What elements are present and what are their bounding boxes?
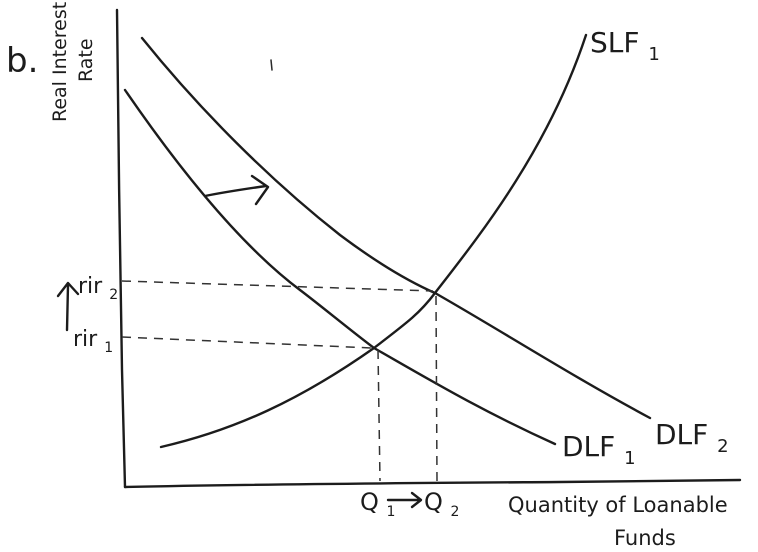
quantity-label-q1-main: Q (360, 488, 379, 516)
quantity-label-q1-sub: 1 (387, 504, 396, 520)
demand-curve-dlf1 (123, 88, 557, 446)
supply-curve-slf1 (159, 33, 588, 449)
pencil-mark (270, 59, 273, 71)
dashed-line-rir2 (121, 280, 434, 292)
x-axis-label-line2: Funds (614, 526, 676, 550)
x-axis (123, 478, 742, 489)
curve-label-dlf1-main: DLF (562, 430, 615, 463)
up-arrow-icon (56, 281, 80, 332)
quantity-shift-arrow-icon (386, 491, 423, 509)
rate-label-rir1-main: rir (73, 327, 98, 352)
curve-label-slf1-sub: 1 (648, 44, 659, 65)
curve-label-dlf2-sub: 2 (717, 436, 728, 457)
curve-label-dlf1-sub: 1 (624, 448, 635, 469)
curve-label-dlf1: DLF 1 (562, 430, 636, 469)
part-label: b. (6, 41, 38, 81)
quantity-label-q2-sub: 2 (451, 504, 460, 520)
dashed-line-q2 (435, 295, 438, 482)
curve-label-dlf2: DLF 2 (655, 418, 729, 457)
y-axis (115, 8, 127, 489)
rate-label-rir2-main: rir (78, 274, 103, 299)
rate-label-rir2: rir 2 (78, 274, 118, 303)
curve-label-dlf2-main: DLF (655, 418, 708, 451)
rate-label-rir1: rir 1 (73, 327, 113, 356)
quantity-label-q2: Q 2 (424, 488, 459, 520)
y-axis-label-line1: Real Interest (49, 2, 71, 122)
quantity-label-q2-main: Q (424, 488, 443, 516)
rate-label-rir1-sub: 1 (104, 340, 113, 356)
curve-label-slf1: SLF 1 (590, 26, 660, 65)
demand-curve-dlf2 (140, 36, 652, 420)
curve-label-slf1-main: SLF (590, 26, 639, 59)
x-axis-label-line1: Quantity of Loanable (508, 493, 728, 517)
y-axis-label-line2: Rate (75, 38, 97, 82)
shift-arrow-icon (203, 174, 270, 206)
quantity-label-q1: Q 1 (360, 488, 395, 520)
rate-label-rir2-sub: 2 (109, 287, 118, 303)
dashed-line-rir1 (121, 336, 373, 349)
dashed-line-q1 (377, 349, 381, 482)
